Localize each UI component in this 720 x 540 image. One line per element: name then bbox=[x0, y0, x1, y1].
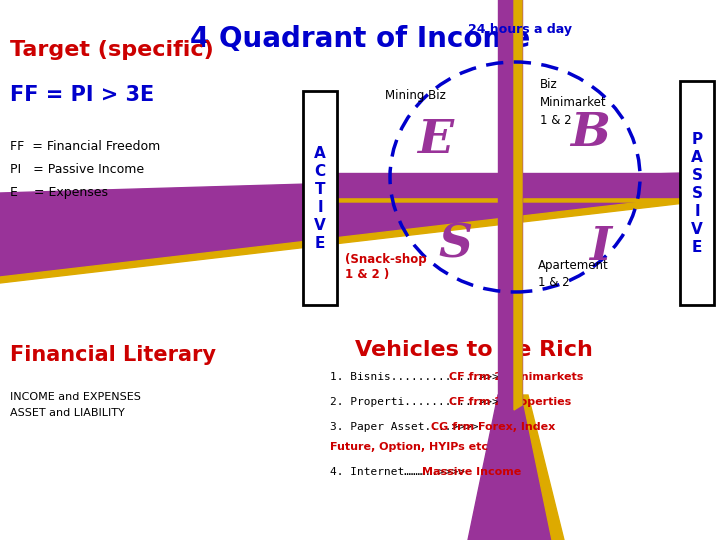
Text: Financial Literary: Financial Literary bbox=[10, 345, 216, 365]
Text: A
C
T
I
V
E: A C T I V E bbox=[314, 145, 326, 251]
Text: CF frm 2 Minimarkets: CF frm 2 Minimarkets bbox=[449, 372, 583, 382]
Text: 3. Paper Asset....>>>>: 3. Paper Asset....>>>> bbox=[330, 422, 485, 432]
Text: 2. Properti...........>>>>: 2. Properti...........>>>> bbox=[330, 397, 512, 407]
Text: FF  = Financial Freedom
PI   = Passive Income
E    = Expenses: FF = Financial Freedom PI = Passive Inco… bbox=[10, 140, 161, 199]
Text: FF = PI > 3E: FF = PI > 3E bbox=[10, 85, 154, 105]
FancyBboxPatch shape bbox=[680, 81, 714, 305]
Text: S: S bbox=[438, 222, 472, 268]
Text: Minimarket: Minimarket bbox=[540, 97, 607, 110]
Text: B: B bbox=[570, 110, 610, 156]
Polygon shape bbox=[514, 0, 522, 410]
Polygon shape bbox=[498, 0, 522, 405]
Text: Biz: Biz bbox=[540, 78, 558, 91]
Text: 24 hours a day: 24 hours a day bbox=[468, 24, 572, 37]
Text: Vehicles to be Rich: Vehicles to be Rich bbox=[355, 340, 593, 360]
Text: 4 Quadrant of Income: 4 Quadrant of Income bbox=[190, 25, 530, 53]
Text: INCOME and EXPENSES
ASSET and LIABILITY: INCOME and EXPENSES ASSET and LIABILITY bbox=[10, 392, 141, 418]
Polygon shape bbox=[0, 197, 685, 283]
Polygon shape bbox=[0, 173, 685, 277]
Polygon shape bbox=[327, 197, 685, 202]
Text: Target (specific): Target (specific) bbox=[10, 40, 214, 60]
Text: CG frm Forex, Index: CG frm Forex, Index bbox=[431, 422, 555, 432]
Polygon shape bbox=[522, 395, 564, 540]
Text: Massive Income: Massive Income bbox=[423, 467, 522, 477]
FancyBboxPatch shape bbox=[303, 91, 337, 305]
Text: P
A
S
S
I
V
E: P A S S I V E bbox=[691, 132, 703, 254]
Polygon shape bbox=[335, 173, 685, 197]
Text: 4. Internet………..>>>>: 4. Internet………..>>>> bbox=[330, 467, 472, 477]
Text: 1. Bisnis.............>>>>: 1. Bisnis.............>>>> bbox=[330, 372, 512, 382]
Text: CF frm 2 Properties: CF frm 2 Properties bbox=[449, 397, 571, 407]
Text: E: E bbox=[417, 117, 453, 163]
Text: Apartement: Apartement bbox=[538, 259, 608, 272]
Text: Future, Option, HYIPs etc: Future, Option, HYIPs etc bbox=[330, 442, 488, 452]
Text: Mining Biz: Mining Biz bbox=[385, 89, 446, 102]
Polygon shape bbox=[468, 395, 552, 540]
Text: I: I bbox=[589, 224, 611, 270]
Text: 1 & 2: 1 & 2 bbox=[538, 275, 570, 288]
Text: 1 & 2: 1 & 2 bbox=[540, 113, 572, 126]
Text: (Snack-shop
1 & 2 ): (Snack-shop 1 & 2 ) bbox=[345, 253, 427, 281]
